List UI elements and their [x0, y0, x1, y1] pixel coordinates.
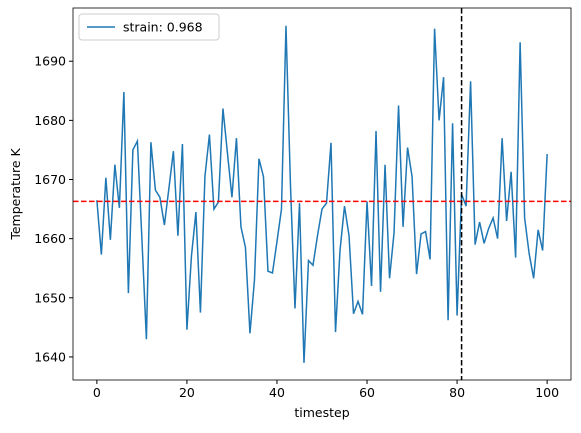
- y-tick-label: 1660: [34, 231, 66, 246]
- y-tick-label: 1640: [34, 349, 66, 364]
- y-tick-label: 1650: [34, 290, 66, 305]
- y-tick-label: 1680: [34, 113, 66, 128]
- plot-frame: [72, 7, 572, 381]
- y-axis-label: Temperature K: [8, 148, 23, 241]
- legend-label: strain: 0.968: [123, 20, 203, 35]
- x-tick-label: 20: [179, 385, 195, 400]
- x-tick-label: 100: [535, 385, 559, 400]
- x-axis-label: timestep: [294, 405, 349, 420]
- x-tick-label: 0: [93, 385, 101, 400]
- x-tick-label: 40: [269, 385, 285, 400]
- y-tick-label: 1690: [34, 54, 66, 69]
- x-tick-label: 60: [359, 385, 375, 400]
- legend-box: [78, 13, 220, 41]
- x-tick-label: 80: [449, 385, 465, 400]
- y-tick-label: 1670: [34, 172, 66, 187]
- line-series: [96, 25, 548, 363]
